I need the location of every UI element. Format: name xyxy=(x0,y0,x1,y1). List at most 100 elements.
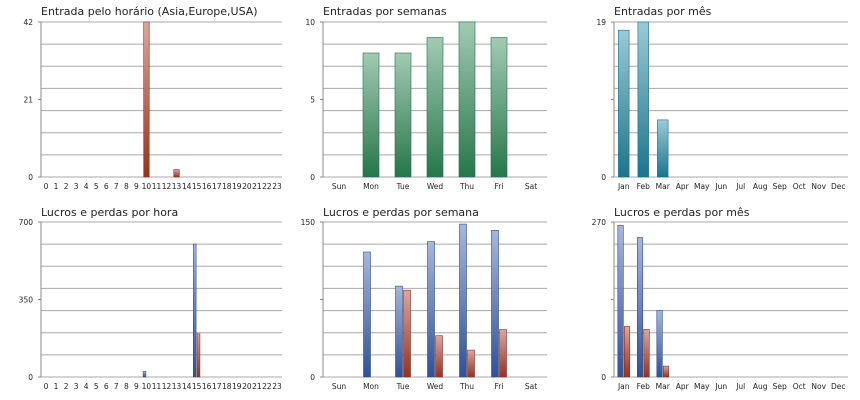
bar xyxy=(173,169,180,178)
bar xyxy=(426,37,444,178)
x-tick-label: Dec xyxy=(831,382,846,391)
x-tick-label: Thu xyxy=(459,382,474,391)
x-tick-label: 23 xyxy=(272,182,282,191)
bar xyxy=(394,52,412,178)
x-tick-label: Nov xyxy=(811,382,826,391)
x-tick-label: 19 xyxy=(232,182,242,191)
x-tick-label: 10 xyxy=(142,382,152,391)
x-tick-label: 12 xyxy=(162,182,172,191)
y-tick-label: 150 xyxy=(301,218,316,227)
x-tick-label: 8 xyxy=(124,382,129,391)
x-tick-label: 15 xyxy=(192,382,202,391)
x-tick-label: Thu xyxy=(459,182,474,191)
x-tick-label: 21 xyxy=(252,182,262,191)
x-tick-label: May xyxy=(694,382,710,391)
x-tick-label: Nov xyxy=(811,182,826,191)
x-tick-label: 6 xyxy=(104,382,109,391)
bar xyxy=(623,326,631,378)
x-tick-label: 19 xyxy=(232,382,242,391)
x-tick-label: Fri xyxy=(495,382,504,391)
bar xyxy=(143,21,150,178)
x-tick-label: Feb xyxy=(637,182,651,191)
x-tick-label: Aug xyxy=(753,382,768,391)
x-tick-label: 2 xyxy=(64,382,69,391)
y-tick-label: 5 xyxy=(310,96,315,105)
x-tick-label: 2 xyxy=(64,182,69,191)
x-tick-label: 9 xyxy=(134,182,139,191)
chart-3: Entradas por mês 0 19 Jan Feb Mar Apr May Jun Jul… xyxy=(596,5,848,191)
x-tick-label: Feb xyxy=(637,382,651,391)
chart-5: Lucros e perdas por semana 0 150 Sun Mon Tue W… xyxy=(301,206,547,391)
chart-title: Entradas por mês xyxy=(614,5,712,18)
x-tick-label: Mon xyxy=(363,182,379,191)
x-tick-label: Wed xyxy=(427,182,444,191)
bar xyxy=(403,289,411,378)
bar xyxy=(458,21,476,178)
x-tick-label: 7 xyxy=(114,382,119,391)
x-tick-label: 18 xyxy=(222,182,232,191)
y-tick-label: 270 xyxy=(592,218,607,227)
y-tick-label: 0 xyxy=(28,173,33,182)
bar xyxy=(427,241,435,378)
x-tick-label: Sun xyxy=(332,382,347,391)
x-tick-label: 8 xyxy=(124,182,129,191)
x-tick-label: 23 xyxy=(272,382,282,391)
chart-6: Lucros e perdas por mês 0 270 Jan Feb Mar Apr M… xyxy=(592,206,848,391)
x-tick-label: 0 xyxy=(44,182,49,191)
x-tick-label: Apr xyxy=(676,182,690,191)
x-tick-label: 21 xyxy=(252,382,262,391)
x-tick-label: Mon xyxy=(363,382,379,391)
x-tick-label: Sat xyxy=(525,182,537,191)
x-tick-label: 9 xyxy=(134,382,139,391)
x-tick-label: Jun xyxy=(714,182,727,191)
bar xyxy=(196,333,201,378)
y-tick-label: 0 xyxy=(601,373,606,382)
x-tick-label: 15 xyxy=(192,182,202,191)
bar xyxy=(490,37,508,178)
x-tick-label: Tue xyxy=(396,182,410,191)
x-tick-label: May xyxy=(694,182,710,191)
x-tick-label: 14 xyxy=(182,382,192,391)
x-tick-label: Aug xyxy=(753,182,768,191)
bar xyxy=(636,237,644,378)
x-tick-label: 22 xyxy=(262,382,272,391)
y-tick-label: 350 xyxy=(19,296,34,305)
x-tick-label: 5 xyxy=(94,382,99,391)
bar xyxy=(643,329,650,378)
chart-title: Entrada pelo horário (Asia,Europe,USA) xyxy=(41,5,258,18)
x-tick-label: Jan xyxy=(617,182,630,191)
y-tick-label: 0 xyxy=(601,173,606,182)
x-tick-label: Jul xyxy=(735,182,745,191)
bar xyxy=(617,225,624,378)
x-tick-label: 18 xyxy=(222,382,232,391)
x-tick-label: 10 xyxy=(142,182,152,191)
x-tick-label: Mar xyxy=(656,182,671,191)
x-tick-label: 3 xyxy=(74,182,79,191)
x-tick-label: Oct xyxy=(793,382,806,391)
x-tick-label: 1 xyxy=(54,382,59,391)
y-tick-label: 700 xyxy=(19,218,34,227)
x-tick-label: Sun xyxy=(332,182,347,191)
y-tick-label: 0 xyxy=(310,173,315,182)
x-tick-label: Jun xyxy=(714,382,727,391)
bar xyxy=(656,310,663,378)
chart-title: Lucros e perdas por semana xyxy=(323,206,479,219)
x-tick-label: 17 xyxy=(212,382,222,391)
y-tick-label: 19 xyxy=(596,18,606,27)
x-tick-label: 6 xyxy=(104,182,109,191)
x-tick-label: 3 xyxy=(74,382,79,391)
x-tick-label: Jul xyxy=(735,382,745,391)
x-tick-label: 13 xyxy=(172,382,182,391)
bar xyxy=(637,21,649,178)
x-tick-label: Sep xyxy=(773,382,787,391)
y-tick-label: 42 xyxy=(23,18,33,27)
chart-2: Entradas por semanas 0 5 10 Sun Mon Tue Wed Thu F… xyxy=(305,5,547,191)
bar xyxy=(618,29,630,178)
x-tick-label: 14 xyxy=(182,182,192,191)
bar xyxy=(467,349,475,378)
bar xyxy=(499,329,507,378)
x-tick-label: Jan xyxy=(617,382,630,391)
